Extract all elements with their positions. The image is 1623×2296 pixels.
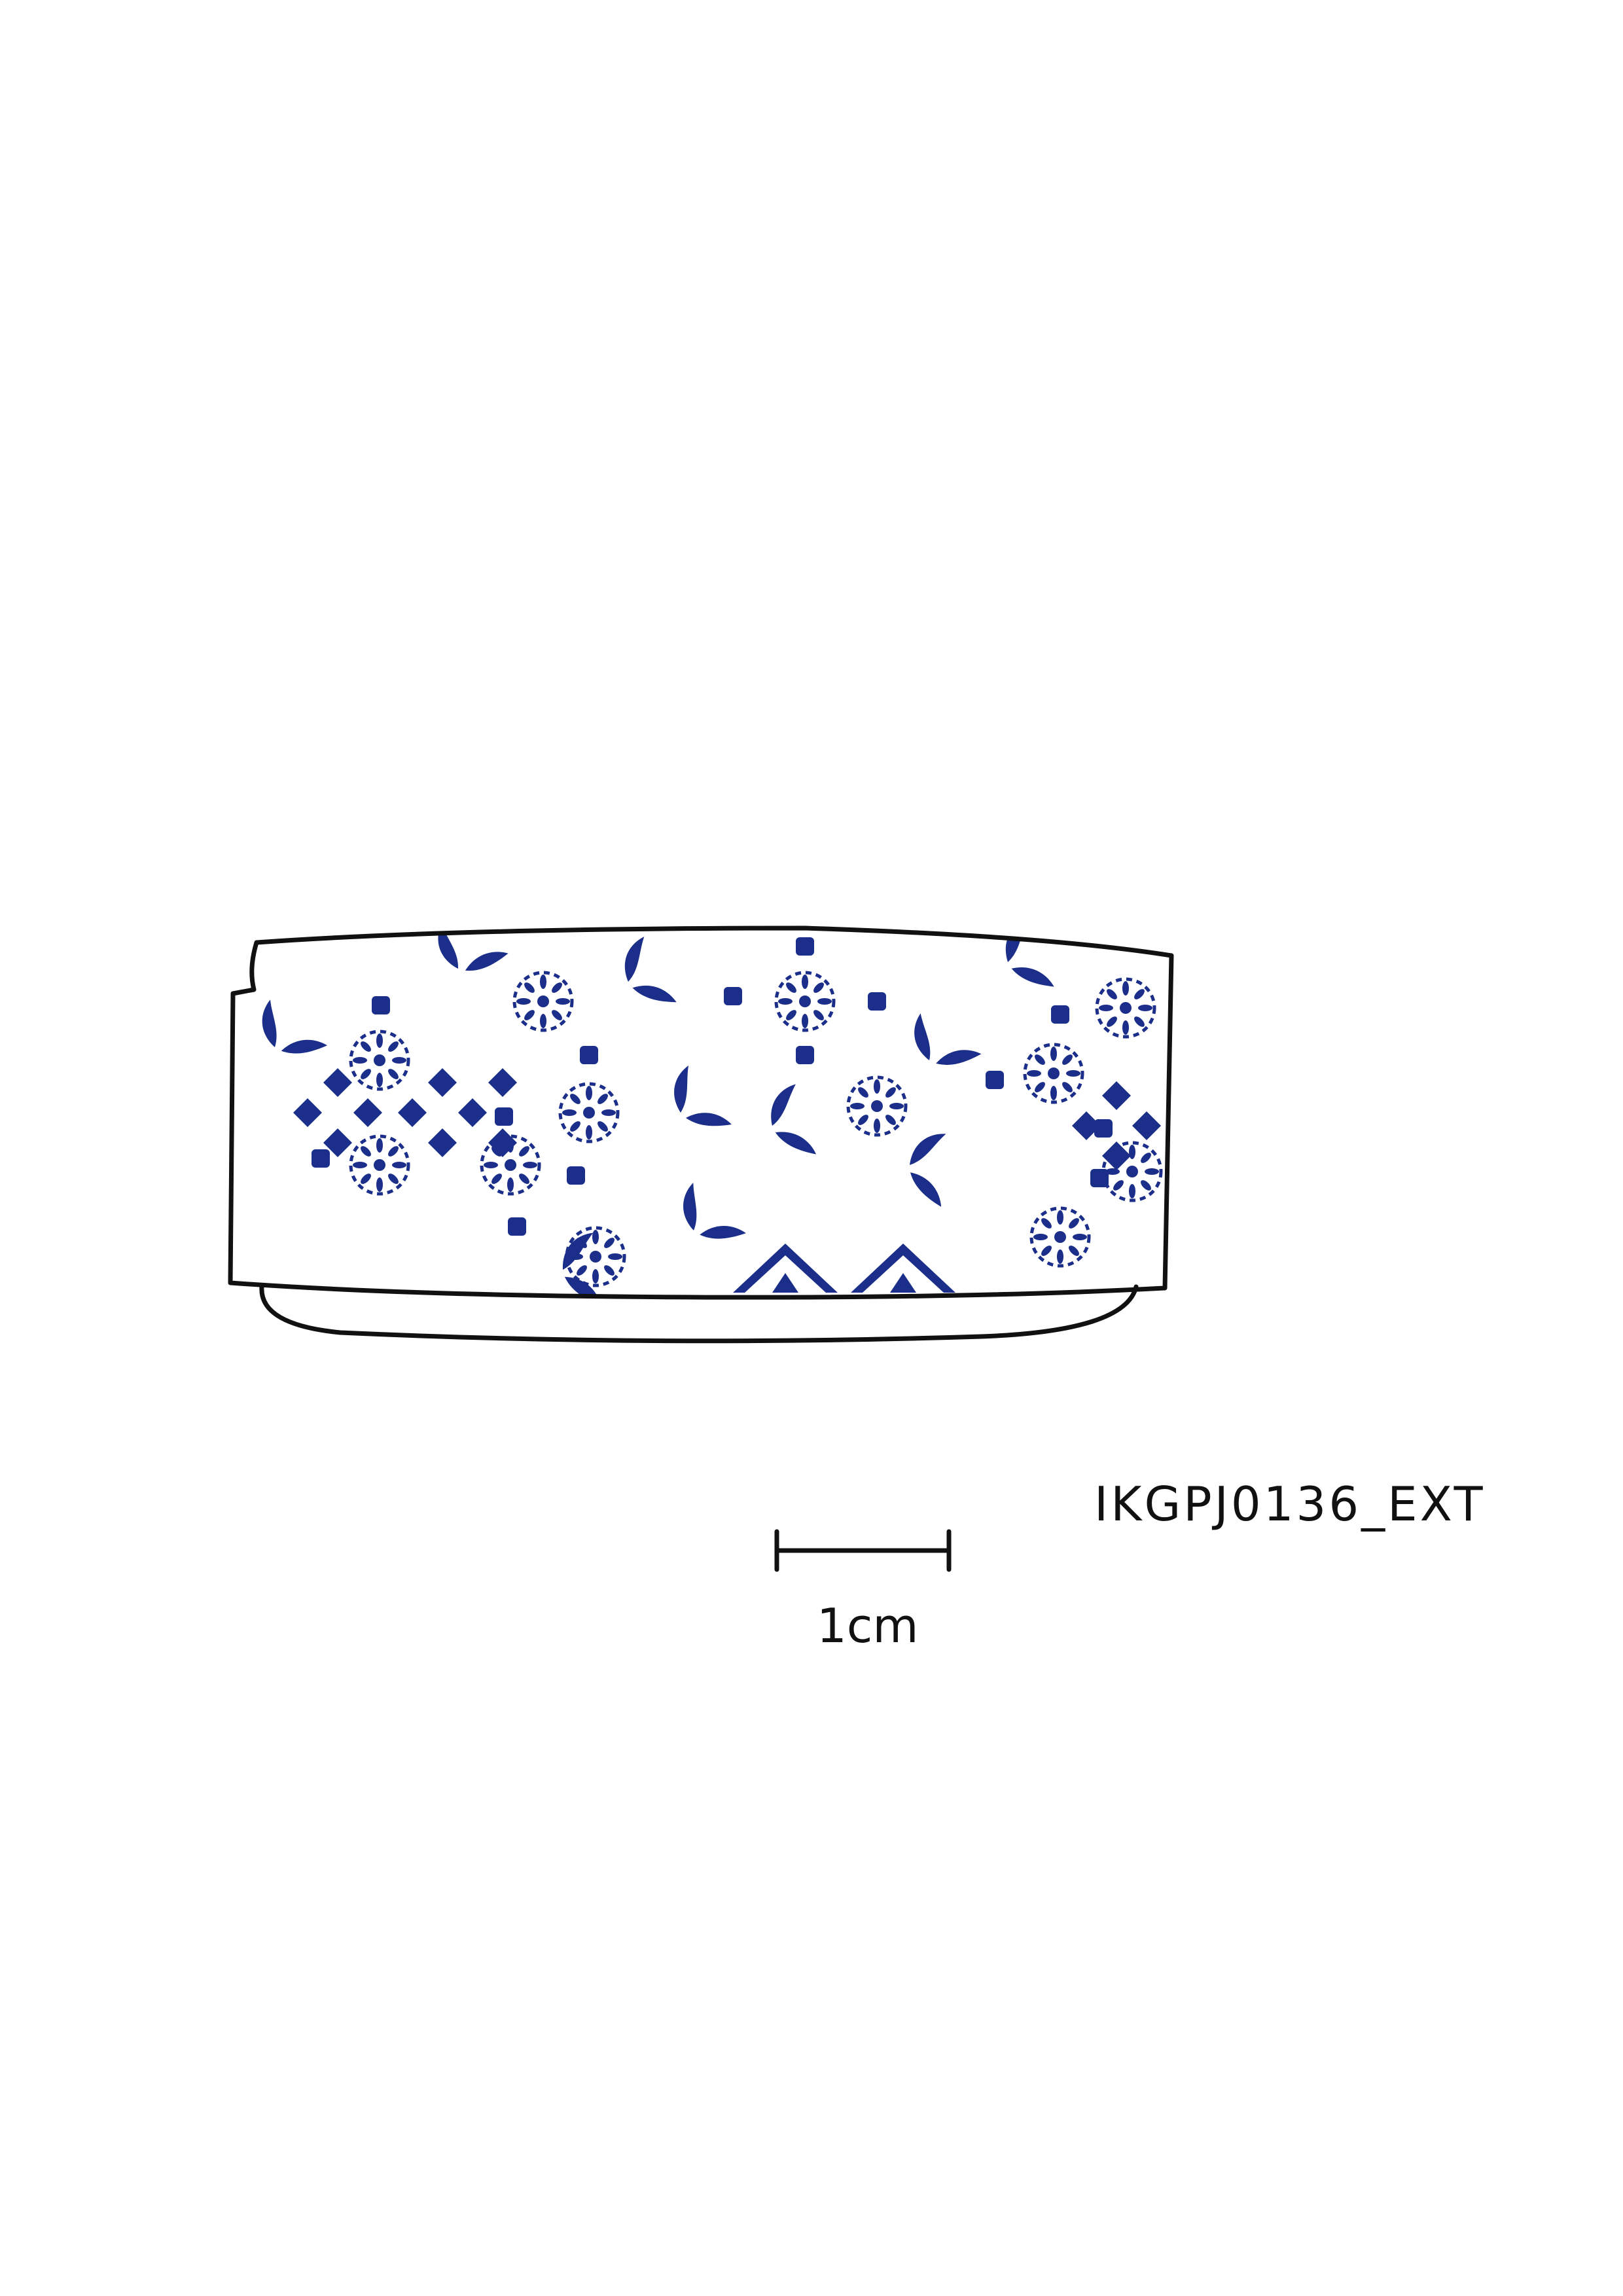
cobalt-decoration — [256, 928, 1161, 1298]
scale-bar — [774, 1529, 952, 1572]
sherd-outline — [228, 925, 1174, 1300]
catalogue-id-label: IKGPJ0136_EXT — [1094, 1477, 1486, 1532]
sherd-foot-ring — [259, 1284, 1139, 1344]
scale-bar-label: 1cm — [817, 1598, 919, 1653]
